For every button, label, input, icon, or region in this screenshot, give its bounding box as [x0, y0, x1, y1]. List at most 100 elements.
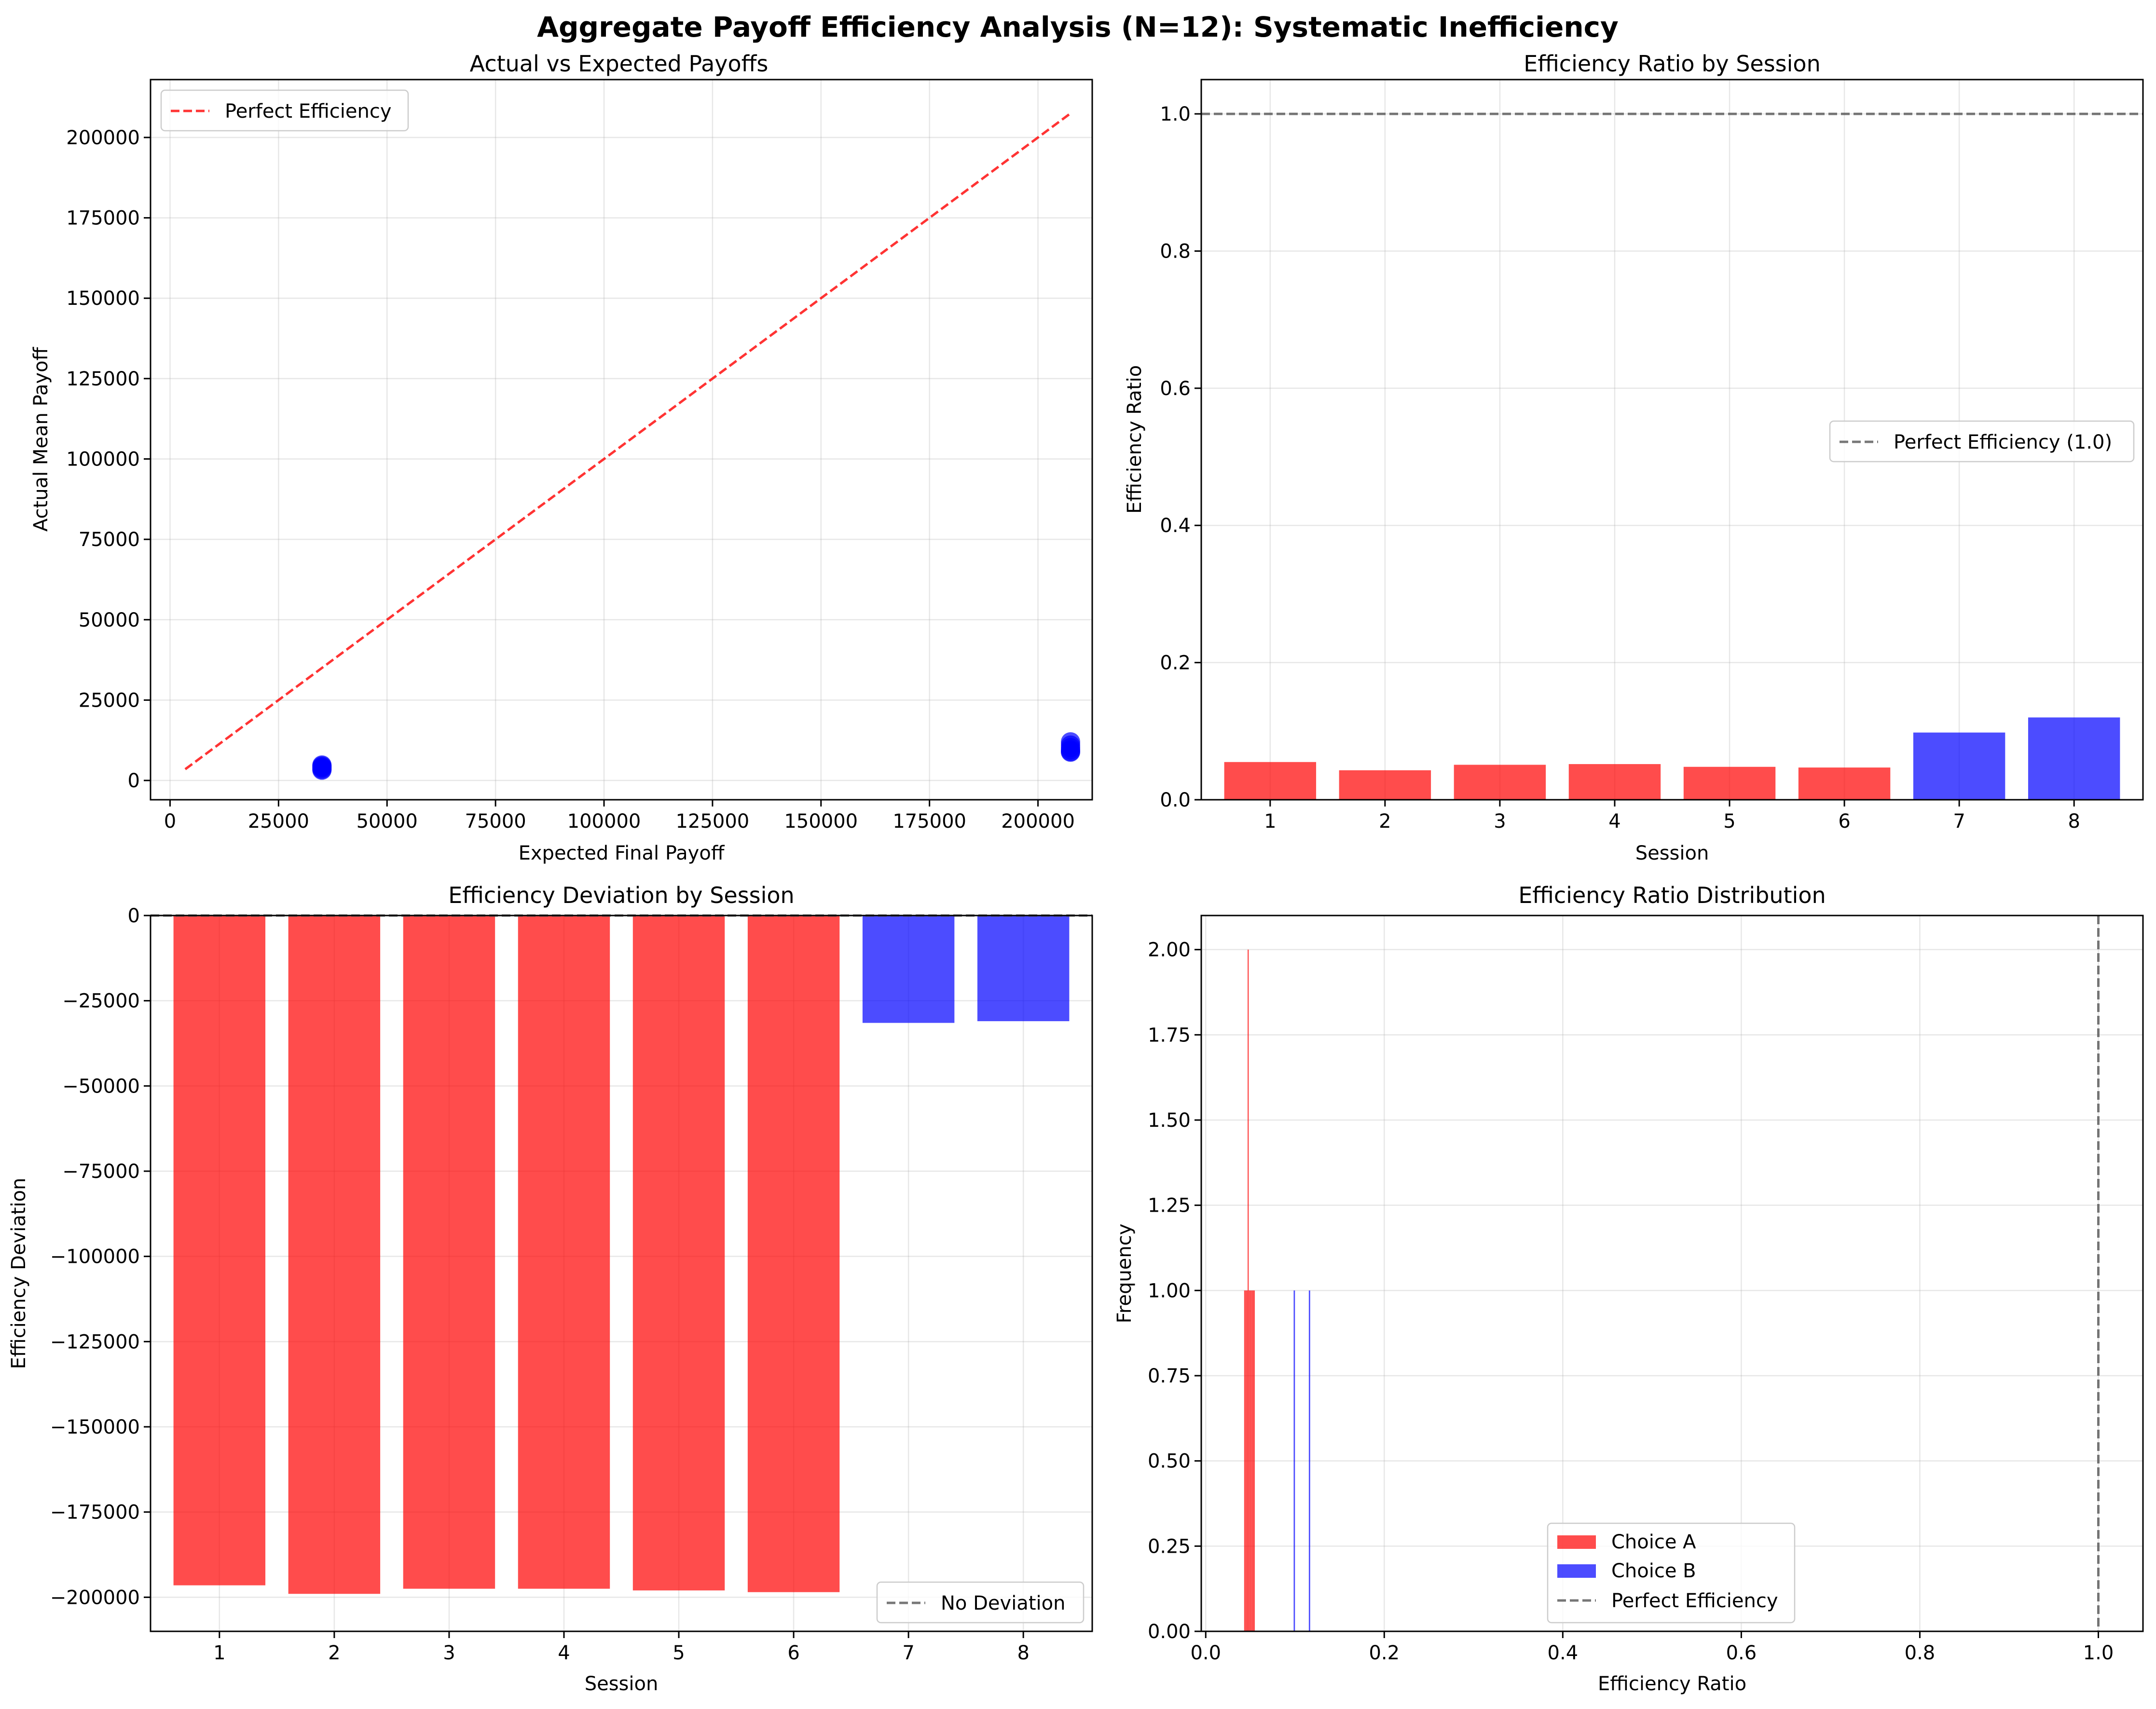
ratio-bar: [1454, 765, 1546, 800]
panel-2-title: Efficiency Ratio by Session: [1524, 51, 1820, 77]
panel-3-ylabel: Efficiency Deviation: [8, 1178, 30, 1369]
ytick-label: −25000: [62, 990, 140, 1012]
panel-4-legend-label-choice-b: Choice B: [1611, 1560, 1696, 1582]
ratio-bar: [1798, 767, 1891, 800]
panel-4-gridlines: [1201, 916, 2143, 1632]
panel-1-plot-area: [184, 112, 1081, 780]
ytick-label: −150000: [50, 1416, 140, 1438]
histogram-bar: [1244, 1290, 1246, 1631]
deviation-bar: [862, 916, 955, 1023]
panel-3-legend-label-no-deviation: No Deviation: [941, 1592, 1065, 1614]
ytick-label: −75000: [62, 1161, 140, 1183]
ytick-label: 0.6: [1160, 378, 1191, 400]
figure-suptitle: Aggregate Payoff Efficiency Analysis (N=…: [537, 11, 1619, 43]
xtick-label: 2: [1379, 810, 1391, 833]
panel-2-legend-label-perfect-efficiency: Perfect Efficiency (1.0): [1894, 431, 2112, 453]
panel-4-frame: [1200, 915, 2144, 1632]
panel-4-legend-label-choice-a: Choice A: [1611, 1531, 1696, 1553]
xtick-label: 4: [1608, 810, 1620, 833]
ytick-label: 100000: [66, 448, 140, 470]
xtick-label: 0.2: [1369, 1642, 1400, 1664]
panel-3-xlabel: Session: [585, 1673, 659, 1695]
xtick-label: 6: [787, 1642, 799, 1664]
panel-3-ticks: 0 −25000 −50000 −75000 −100000 −125000 −150000…: [50, 905, 1030, 1664]
panel-3-plot-area: [151, 914, 1092, 1594]
ytick-label: 50000: [79, 609, 140, 631]
ytick-label: 0.2: [1160, 652, 1191, 674]
ytick-label: 0.0: [1160, 789, 1191, 811]
panel-2-plot-area: [1201, 112, 2143, 800]
ytick-label: 0.50: [1148, 1450, 1191, 1473]
panel-4-title: Efficiency Ratio Distribution: [1518, 882, 1826, 908]
ratio-bar: [1568, 764, 1661, 800]
xtick-label: 3: [1494, 810, 1506, 833]
ytick-label: 0.25: [1148, 1535, 1191, 1558]
deviation-bar: [173, 916, 266, 1586]
xtick-label: 0: [164, 810, 176, 833]
histogram-bar: [1248, 949, 1249, 1631]
scatter-point: [312, 758, 332, 778]
xtick-label: 5: [1723, 810, 1735, 833]
xtick-label: 25000: [248, 810, 309, 833]
panel-2-gridlines: [1201, 80, 2143, 801]
ytick-label: 200000: [66, 127, 140, 149]
xtick-label: 1: [213, 1642, 225, 1664]
xtick-label: 7: [902, 1642, 914, 1664]
ytick-label: 0: [128, 770, 140, 792]
xtick-label: 75000: [465, 810, 526, 833]
ytick-label: −50000: [62, 1075, 140, 1097]
xtick-label: 7: [1953, 810, 1965, 833]
ytick-label: 75000: [79, 529, 140, 551]
panel-1-ticks: 0 25000 50000 75000 100000 125000 150000 175000…: [66, 127, 1075, 833]
panel-1-legend: Perfect Efficiency: [160, 89, 409, 132]
deviation-bar: [288, 916, 381, 1594]
ytick-label: 1.0: [1160, 103, 1191, 125]
panel-1-frame: [150, 79, 1093, 801]
histogram-bar: [1245, 1290, 1247, 1631]
histogram-bar: [1250, 1290, 1251, 1631]
ratio-bar: [1339, 770, 1431, 800]
ytick-label: 25000: [79, 689, 140, 711]
xtick-label: 0.6: [1726, 1642, 1757, 1664]
panel-2-legend: Perfect Efficiency (1.0): [1829, 420, 2135, 463]
xtick-label: 1.0: [2083, 1642, 2114, 1664]
panel-4-ticks: 0.00 0.25 0.50 0.75 1.00 1.25 1.50 1.75 2.00 0.0 0…: [1148, 939, 2114, 1664]
panel-3-title: Efficiency Deviation by Session: [448, 882, 794, 908]
xtick-label: 6: [1838, 810, 1850, 833]
ytick-label: −200000: [50, 1586, 140, 1609]
deviation-bar: [977, 916, 1070, 1022]
xtick-label: 2: [328, 1642, 340, 1664]
panel-4-legend-swatch-choice-b: [1557, 1564, 1596, 1578]
xtick-label: 200000: [1001, 810, 1075, 833]
ratio-bar: [1913, 732, 2005, 800]
ytick-label: 150000: [66, 287, 140, 310]
xtick-label: 3: [443, 1642, 455, 1664]
ytick-label: 1.50: [1148, 1109, 1191, 1132]
panel-1-xlabel: Expected Final Payoff: [519, 842, 725, 864]
xtick-label: 8: [1017, 1642, 1029, 1664]
panel-4-plot-area: [1244, 916, 2100, 1631]
panel-2-ticks: 0.0 0.2 0.4 0.6 0.8 1.0 1 2 3 4 5 6 7 8: [1160, 103, 2080, 833]
xtick-label: 50000: [357, 810, 418, 833]
scatter-point: [1061, 742, 1081, 762]
panel-4-ylabel: Frequency: [1113, 1224, 1136, 1324]
xtick-label: 0.8: [1905, 1642, 1936, 1664]
deviation-bar: [632, 916, 725, 1591]
xtick-label: 100000: [567, 810, 641, 833]
panel-2-frame: [1200, 79, 2144, 801]
xtick-label: 150000: [784, 810, 858, 833]
histogram-bar: [1253, 1290, 1255, 1631]
ytick-label: 0: [128, 905, 140, 927]
panel-4-legend-label-perfect-efficiency: Perfect Efficiency: [1611, 1590, 1778, 1612]
deviation-bar: [518, 916, 610, 1589]
panel-efficiency-deviation-by-session: Efficiency Deviation by Session 0 −25000 −…: [8, 882, 1093, 1695]
histogram-bar: [1251, 1290, 1252, 1631]
panel-1-ylabel: Actual Mean Payoff: [30, 346, 52, 532]
panel-1-title: Actual vs Expected Payoffs: [470, 51, 769, 77]
panel-3-frame: [150, 915, 1093, 1632]
xtick-label: 1: [1264, 810, 1276, 833]
ratio-bar: [1224, 762, 1317, 800]
ytick-label: −175000: [50, 1502, 140, 1524]
ytick-label: −100000: [50, 1246, 140, 1268]
